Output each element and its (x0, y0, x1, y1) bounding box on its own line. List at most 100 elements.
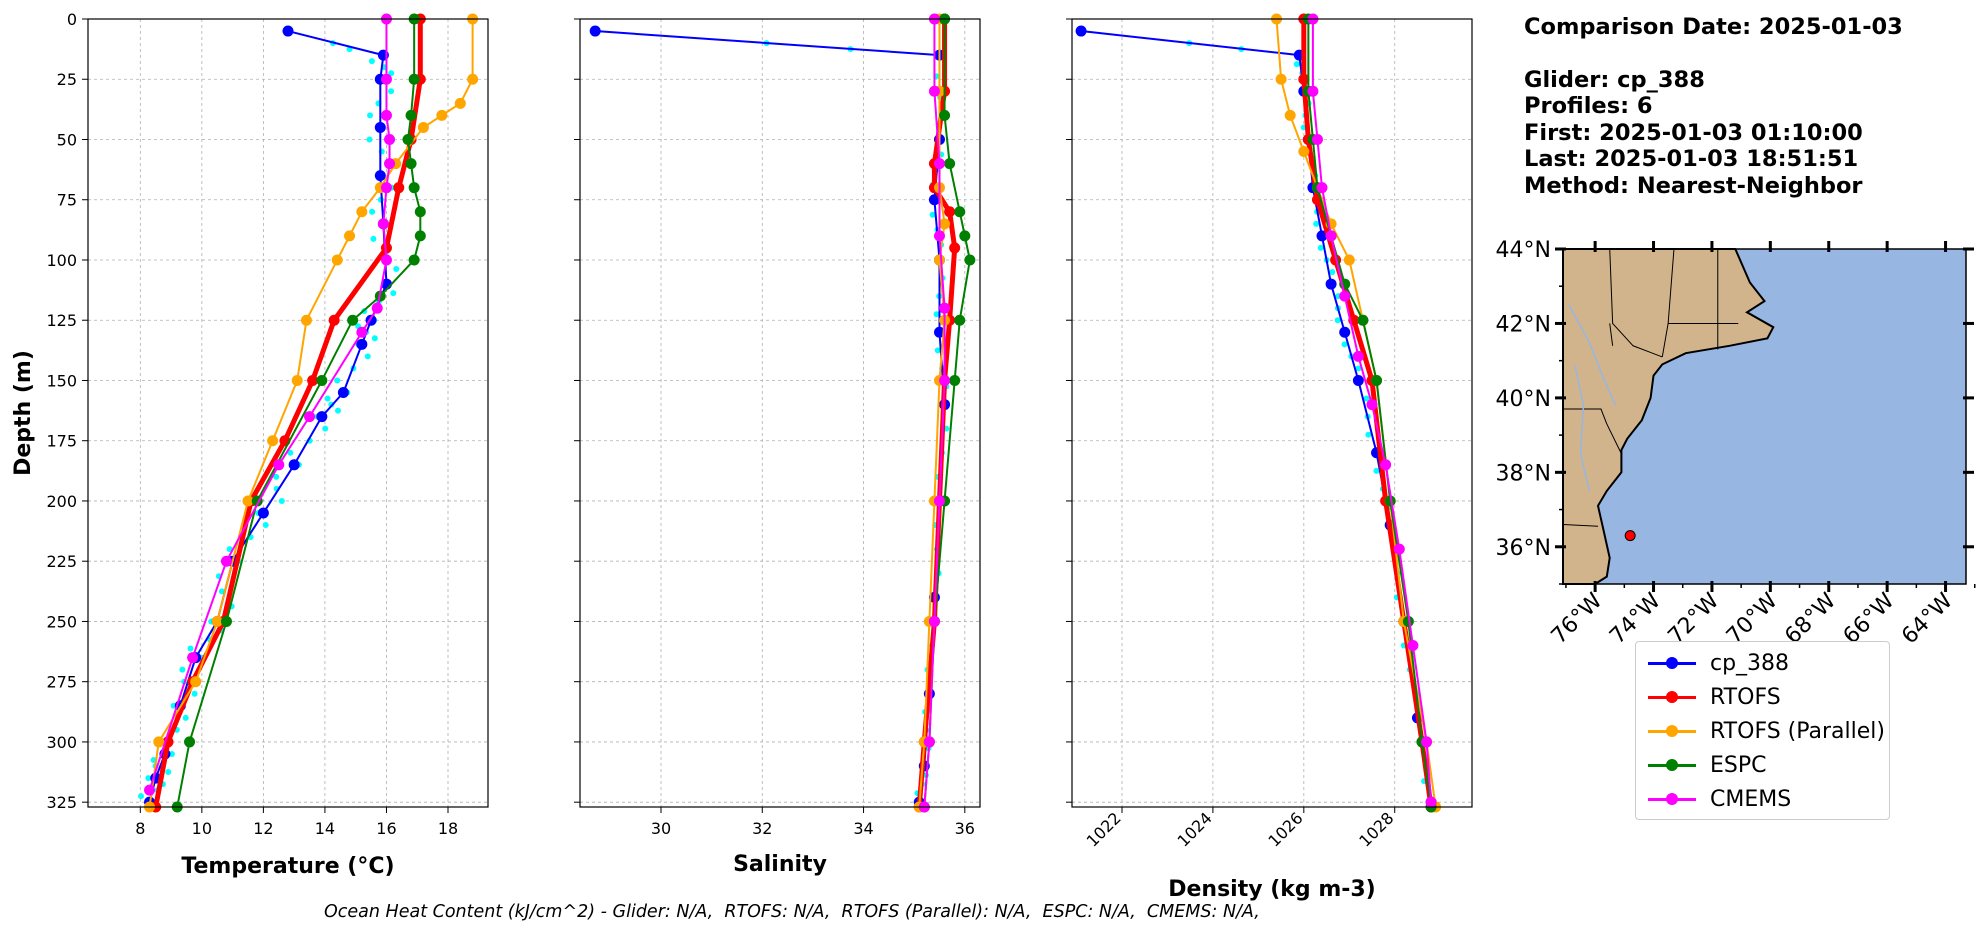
panel-density: 1022 1024 1026 1028 Density (kg m-3) (1066, 13, 1473, 902)
data-point (304, 411, 316, 423)
lon-label: 64°W (1897, 588, 1958, 649)
ytick-label: 250 (46, 612, 77, 631)
profile-point (1313, 220, 1320, 227)
profile-point (364, 353, 371, 360)
data-point (933, 254, 945, 266)
profile-point (370, 235, 377, 242)
legend-label: RTOFS (Parallel) (1710, 718, 1885, 744)
lat-label: 42°N (1496, 312, 1551, 337)
data-point (273, 459, 285, 471)
data-point (384, 133, 396, 145)
data-point (964, 254, 976, 266)
legend-swatch (1644, 653, 1700, 673)
data-point (959, 230, 971, 242)
data-point (1325, 230, 1337, 242)
data-point (380, 109, 392, 121)
lat-label: 36°N (1496, 536, 1551, 561)
data-point (190, 676, 202, 688)
info-block: Comparison Date: 2025-01-03 Glider: cp_3… (1524, 14, 1903, 199)
data-point (405, 158, 417, 170)
profile-point (366, 136, 373, 143)
data-point (1339, 290, 1351, 302)
state-border (1609, 323, 1614, 346)
state-border (1661, 248, 1675, 358)
last-time: Last: 2025-01-03 18:51:51 (1524, 146, 1859, 172)
profile-point (1317, 244, 1324, 251)
xtick-label: 1026 (1264, 808, 1306, 850)
data-point (954, 206, 966, 218)
xtick-label: 12 (253, 819, 273, 838)
data-point (1402, 615, 1414, 627)
data-point (1352, 350, 1364, 362)
profile-point (1341, 341, 1348, 348)
legend: cp_388 RTOFS RTOFS (Parallel) ESPC CMEMS (1635, 641, 1890, 820)
legend-label: CMEMS (1710, 786, 1792, 812)
xtick-label: 1028 (1355, 808, 1397, 850)
x-axis-label: Temperature (°C) (181, 854, 394, 879)
profile-point (929, 211, 936, 218)
profile-point (334, 407, 341, 414)
xtick-label: 1024 (1174, 808, 1216, 850)
profile-point (1334, 317, 1341, 324)
data-point (374, 170, 386, 182)
profile-point (278, 497, 285, 504)
series-line-CMEMS (148, 19, 391, 791)
ytick-label: 75 (57, 191, 77, 210)
profile-point (367, 112, 374, 119)
profile-point (393, 266, 400, 273)
ytick-label: 300 (46, 733, 77, 752)
profile-point (368, 58, 375, 65)
data-point (928, 85, 940, 97)
profile-point (388, 70, 395, 77)
series-line-CMEMS (923, 19, 946, 808)
data-point (939, 374, 951, 386)
data-point (933, 230, 945, 242)
data-point (356, 326, 368, 338)
data-point (1284, 109, 1296, 121)
profile-point (287, 449, 294, 456)
profile-point (262, 522, 269, 529)
series-line-cp_388 (148, 30, 388, 803)
panel-salinity: 30 32 34 36 Salinity (574, 13, 981, 877)
data-point (402, 133, 414, 145)
data-point (589, 25, 601, 37)
data-point (331, 254, 343, 266)
data-point (316, 411, 328, 423)
data-point (307, 374, 319, 386)
data-point (939, 109, 951, 121)
data-point (1307, 85, 1319, 97)
profile-point (218, 588, 225, 595)
ohc-footer-text: Ocean Heat Content (kJ/cm^2) - Glider: N… (324, 902, 1260, 922)
data-point (337, 387, 349, 399)
y-axis-label: Depth (m) (11, 350, 36, 476)
data-point (220, 615, 232, 627)
xtick-label: 8 (135, 819, 145, 838)
ytick-label: 275 (46, 673, 77, 692)
data-point (1316, 182, 1328, 194)
data-point (356, 338, 368, 350)
data-point (1075, 25, 1087, 37)
data-point (954, 314, 966, 326)
legend-label: cp_388 (1710, 650, 1790, 676)
ytick-label: 25 (57, 70, 77, 89)
data-point (1421, 736, 1433, 748)
data-point (928, 194, 940, 206)
data-point (377, 218, 389, 230)
state-border (1609, 248, 1663, 358)
ytick-label: 50 (57, 130, 77, 149)
data-point (949, 374, 961, 386)
data-point (291, 374, 303, 386)
data-point (380, 242, 392, 254)
data-point (933, 495, 945, 507)
xtick-label: 36 (955, 819, 975, 838)
method: Method: Nearest-Neighbor (1524, 172, 1863, 199)
data-point (267, 435, 279, 447)
info-spacer (1524, 41, 1903, 67)
profile-point (1365, 431, 1372, 438)
data-point (414, 206, 426, 218)
data-point (467, 73, 479, 85)
data-point (933, 326, 945, 338)
profile-point (1363, 395, 1370, 402)
data-point (371, 302, 383, 314)
